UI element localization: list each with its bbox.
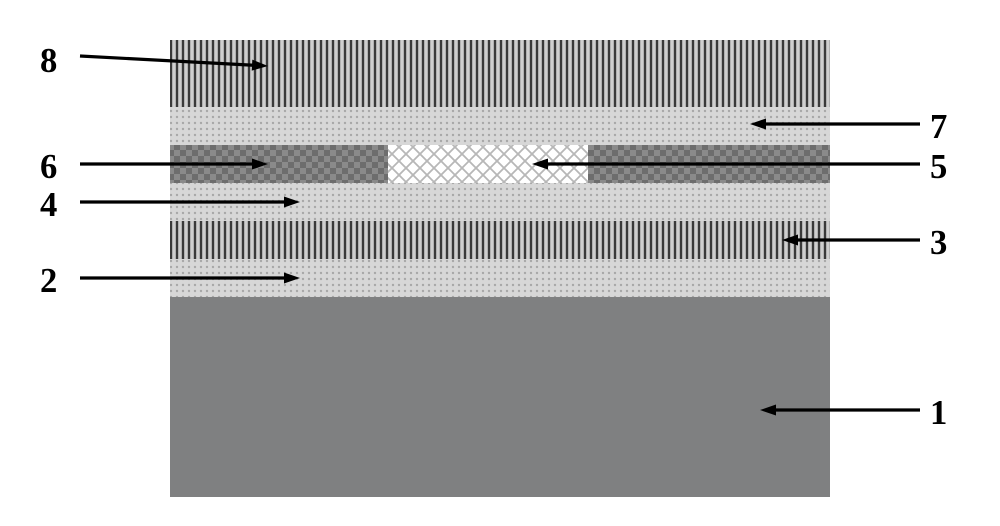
callout-label-4: 4 (40, 188, 57, 223)
callout-label-5: 5 (930, 150, 947, 185)
diagram-stage: 8 7 6 5 4 3 2 1 (0, 0, 1000, 526)
layer-7 (170, 107, 830, 145)
callout-label-2: 2 (40, 264, 57, 299)
diagram-svg (0, 0, 1000, 526)
callout-label-8: 8 (40, 44, 57, 79)
callout-label-7: 7 (930, 110, 947, 145)
layer-1 (170, 297, 830, 497)
layer-8 (170, 40, 830, 107)
callout-label-1: 1 (930, 396, 947, 431)
callout-label-3: 3 (930, 226, 947, 261)
callout-label-6: 6 (40, 150, 57, 185)
layer-3 (170, 221, 830, 259)
